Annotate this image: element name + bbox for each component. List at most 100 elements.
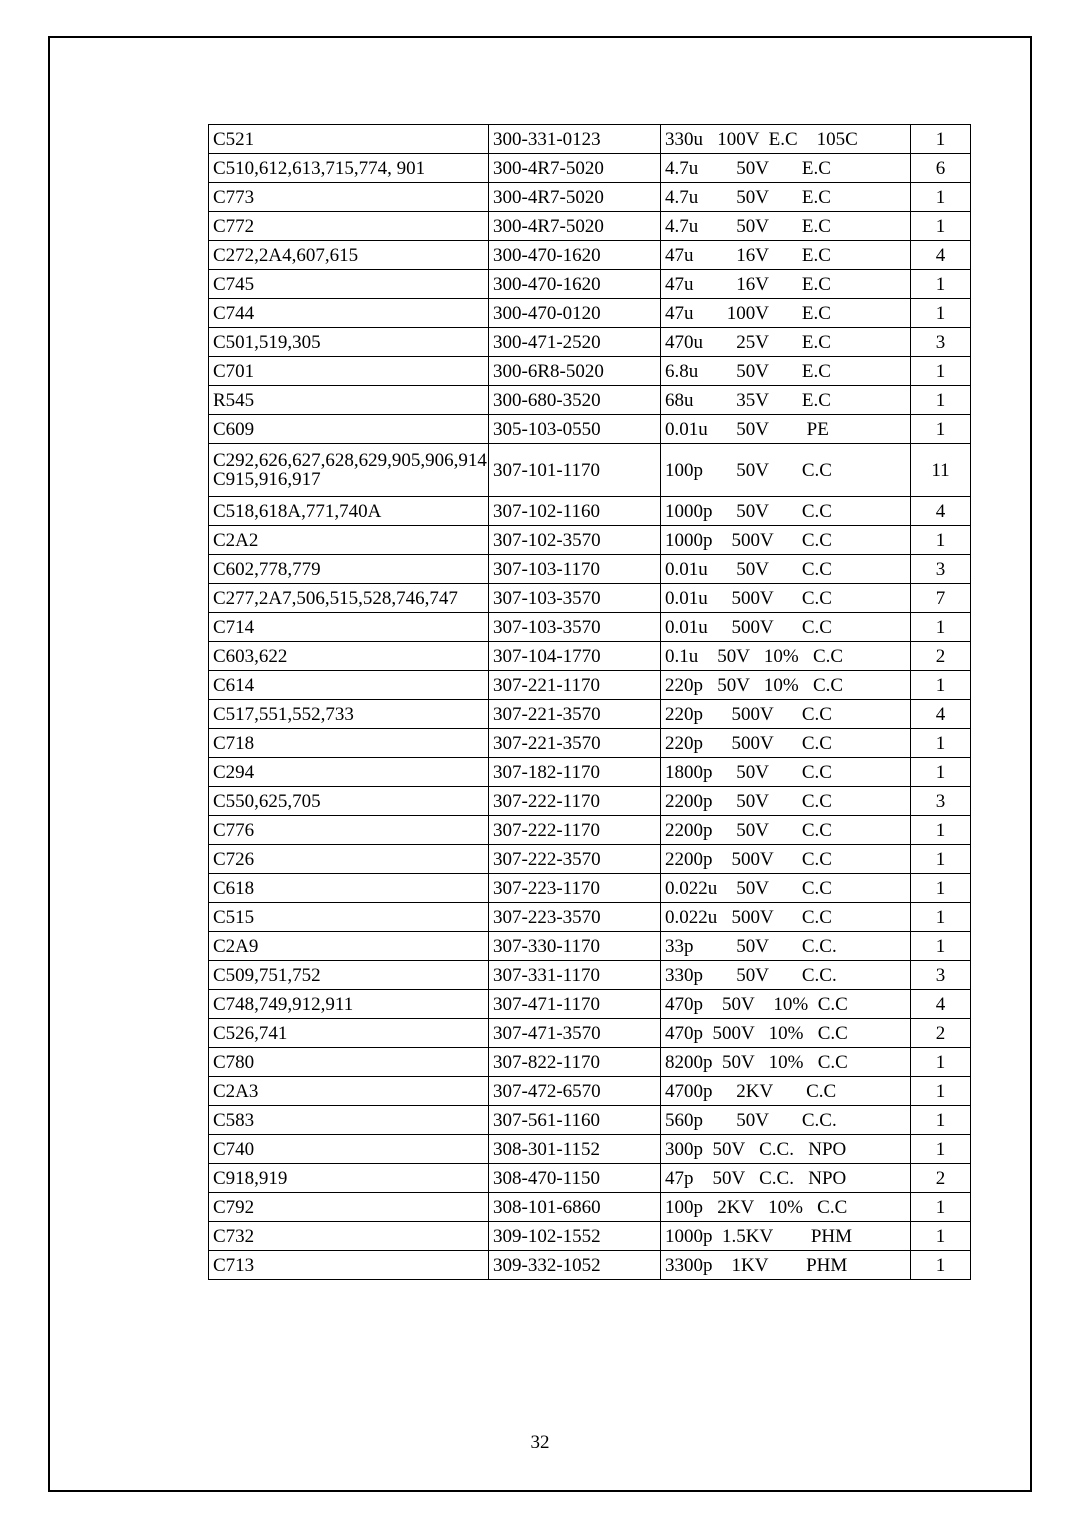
cell-part: 300-471-2520 [489,328,661,357]
cell-ref: C792 [209,1193,489,1222]
cell-ref: C2A9 [209,932,489,961]
table-row: C745300-470-162047u 16V E.C1 [209,270,971,299]
cell-desc: 1800p 50V C.C [661,758,911,787]
cell-part: 307-331-1170 [489,961,661,990]
cell-qty: 2 [911,1164,971,1193]
cell-qty: 1 [911,183,971,212]
cell-desc: 33p 50V C.C. [661,932,911,961]
cell-desc: 2200p 500V C.C [661,845,911,874]
cell-ref: C2A3 [209,1077,489,1106]
cell-part: 307-222-3570 [489,845,661,874]
cell-ref: C521 [209,125,489,154]
table-row: C726307-222-35702200p 500V C.C1 [209,845,971,874]
cell-qty: 1 [911,1251,971,1280]
cell-qty: 1 [911,415,971,444]
cell-desc: 1000p 50V C.C [661,497,911,526]
cell-qty: 1 [911,1077,971,1106]
cell-desc: 47p 50V C.C. NPO [661,1164,911,1193]
cell-ref: C2A2 [209,526,489,555]
page-number: 32 [50,1432,1030,1454]
cell-qty: 3 [911,328,971,357]
table-row: C792308-101-6860100p 2KV 10% C.C1 [209,1193,971,1222]
table-row: C776307-222-11702200p 50V C.C1 [209,816,971,845]
cell-desc: 68u 35V E.C [661,386,911,415]
cell-qty: 1 [911,758,971,787]
cell-desc: 4700p 2KV C.C [661,1077,911,1106]
cell-desc: 330p 50V C.C. [661,961,911,990]
table-row: C744300-470-012047u 100V E.C1 [209,299,971,328]
cell-desc: 3300p 1KV PHM [661,1251,911,1280]
cell-ref: C614 [209,671,489,700]
cell-ref: C718 [209,729,489,758]
cell-part: 307-330-1170 [489,932,661,961]
cell-ref: C583 [209,1106,489,1135]
cell-part: 307-104-1770 [489,642,661,671]
table-row: C277,2A7,506,515,528,746,747307-103-3570… [209,584,971,613]
cell-qty: 1 [911,874,971,903]
cell-part: 307-223-1170 [489,874,661,903]
cell-qty: 1 [911,932,971,961]
cell-qty: 1 [911,1048,971,1077]
cell-qty: 4 [911,700,971,729]
cell-desc: 0.022u 50V C.C [661,874,911,903]
table-row: C603,622307-104-17700.1u 50V 10% C.C2 [209,642,971,671]
cell-part: 300-4R7-5020 [489,183,661,212]
parts-table: C521300-331-0123330u 100V E.C 105C1C510,… [208,124,971,1280]
cell-qty: 3 [911,555,971,584]
cell-part: 300-331-0123 [489,125,661,154]
cell-qty: 1 [911,270,971,299]
cell-desc: 1000p 1.5KV PHM [661,1222,911,1251]
cell-ref: C501,519,305 [209,328,489,357]
cell-part: 307-222-1170 [489,816,661,845]
cell-part: 307-103-3570 [489,613,661,642]
cell-part: 307-221-1170 [489,671,661,700]
cell-ref: C776 [209,816,489,845]
table-row: C526,741307-471-3570470p 500V 10% C.C2 [209,1019,971,1048]
cell-desc: 470p 50V 10% C.C [661,990,911,1019]
cell-qty: 1 [911,299,971,328]
table-row: C602,778,779307-103-11700.01u 50V C.C3 [209,555,971,584]
cell-part: 307-223-3570 [489,903,661,932]
cell-qty: 1 [911,125,971,154]
cell-part: 300-470-0120 [489,299,661,328]
cell-desc: 4.7u 50V E.C [661,183,911,212]
cell-qty: 1 [911,1222,971,1251]
cell-part: 307-221-3570 [489,700,661,729]
cell-qty: 11 [911,444,971,497]
table-row: C748,749,912,911307-471-1170470p 50V 10%… [209,990,971,1019]
table-row: C517,551,552,733307-221-3570220p 500V C.… [209,700,971,729]
cell-desc: 2200p 50V C.C [661,816,911,845]
cell-qty: 1 [911,1106,971,1135]
cell-desc: 0.01u 500V C.C [661,613,911,642]
cell-desc: 0.022u 500V C.C [661,903,911,932]
cell-qty: 3 [911,787,971,816]
cell-qty: 1 [911,526,971,555]
cell-qty: 1 [911,903,971,932]
table-row: C521300-331-0123330u 100V E.C 105C1 [209,125,971,154]
cell-ref: C772 [209,212,489,241]
table-row: C714307-103-35700.01u 500V C.C1 [209,613,971,642]
cell-ref: C918,919 [209,1164,489,1193]
table-row: C713309-332-10523300p 1KV PHM1 [209,1251,971,1280]
table-row: C501,519,305300-471-2520470u 25V E.C3 [209,328,971,357]
cell-qty: 1 [911,1193,971,1222]
cell-part: 307-102-3570 [489,526,661,555]
cell-part: 307-101-1170 [489,444,661,497]
table-row: C732309-102-15521000p 1.5KV PHM1 [209,1222,971,1251]
cell-desc: 0.1u 50V 10% C.C [661,642,911,671]
cell-ref: C773 [209,183,489,212]
cell-desc: 470u 25V E.C [661,328,911,357]
cell-qty: 1 [911,729,971,758]
cell-part: 307-222-1170 [489,787,661,816]
cell-ref: C726 [209,845,489,874]
cell-ref: C603,622 [209,642,489,671]
cell-ref: C292,626,627,628,629,905,906,914 C915,91… [209,444,489,497]
table-row: C918,919308-470-115047p 50V C.C. NPO2 [209,1164,971,1193]
cell-desc: 0.01u 50V PE [661,415,911,444]
table-row: C2A2307-102-35701000p 500V C.C1 [209,526,971,555]
cell-part: 307-103-3570 [489,584,661,613]
cell-qty: 1 [911,613,971,642]
cell-part: 308-301-1152 [489,1135,661,1164]
cell-desc: 100p 50V C.C [661,444,911,497]
cell-part: 307-103-1170 [489,555,661,584]
